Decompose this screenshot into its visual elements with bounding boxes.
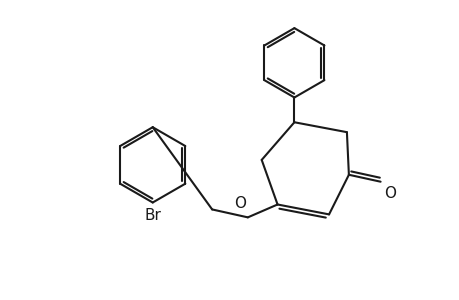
Text: O: O xyxy=(233,196,245,211)
Text: O: O xyxy=(384,186,396,201)
Text: Br: Br xyxy=(144,208,161,224)
